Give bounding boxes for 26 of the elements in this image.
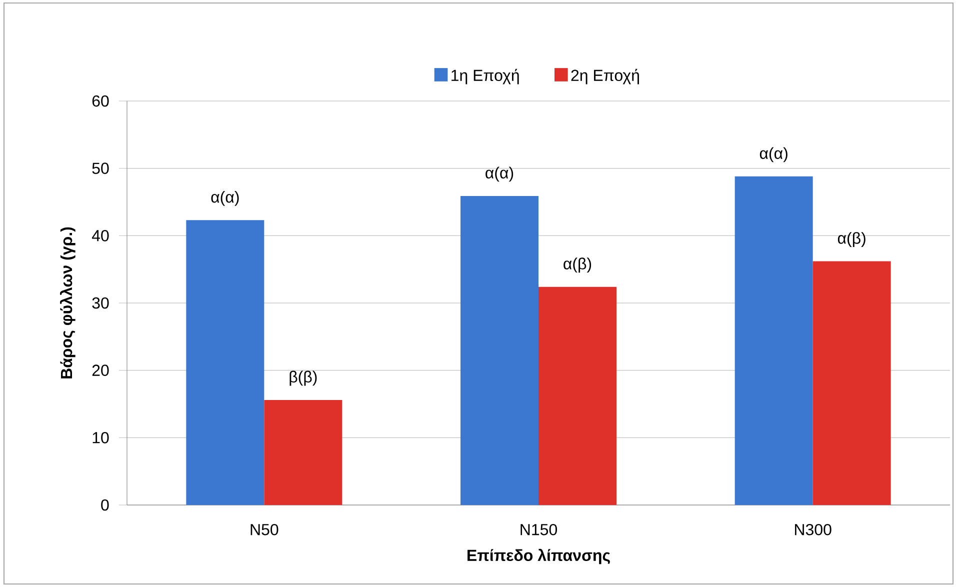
annotation: β(β): [290, 370, 317, 386]
x-tick-label: N300: [795, 524, 832, 536]
annotation: α(α): [486, 166, 514, 182]
annotation: α(β): [838, 232, 866, 247]
y-tick-label: 20: [92, 364, 109, 376]
bar: [734, 176, 813, 505]
x-tick-label: N150: [520, 524, 557, 536]
y-tick-label: 60: [92, 95, 109, 107]
y-axis-title: Βάρος φύλλων (γρ.): [60, 227, 76, 378]
y-tick-label: 30: [92, 297, 109, 309]
y-tick-label: 40: [92, 230, 109, 242]
x-tick-label: N50: [250, 524, 278, 536]
bar: [812, 261, 891, 505]
y-tick-label: 0: [101, 499, 109, 511]
y-tick-label: 10: [92, 432, 109, 444]
y-tick-label: 50: [92, 162, 109, 174]
annotation: α(α): [760, 147, 788, 162]
legend-label: 2η Εποχή: [571, 68, 639, 84]
bar: [538, 286, 616, 505]
legend-label: 1η Εποχή: [452, 68, 519, 84]
annotation: α(β): [564, 258, 592, 273]
bar: [460, 196, 538, 505]
bar: [186, 220, 264, 505]
x-axis-title: Επίπεδο λίπανσης: [468, 548, 610, 564]
annotation: α(α): [211, 191, 239, 206]
bar: [264, 400, 342, 505]
